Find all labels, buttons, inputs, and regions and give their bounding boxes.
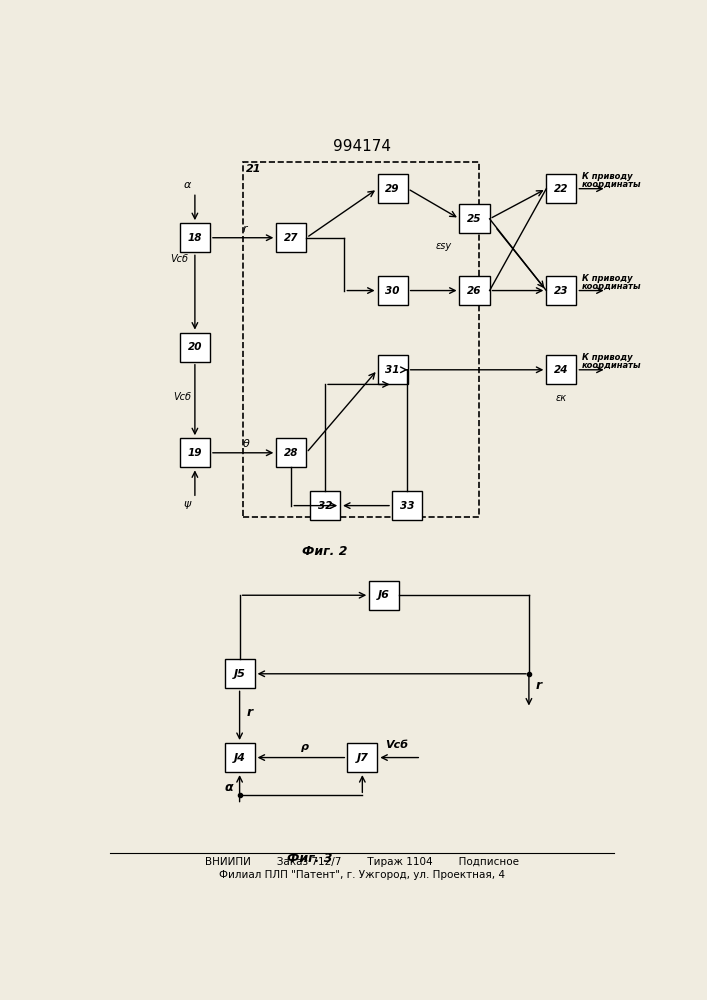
Bar bbox=[547, 355, 576, 384]
Text: 28: 28 bbox=[284, 448, 298, 458]
Text: Фиг. 2: Фиг. 2 bbox=[303, 545, 348, 558]
Text: 26: 26 bbox=[467, 286, 481, 296]
Text: 30: 30 bbox=[385, 286, 400, 296]
Bar bbox=[392, 491, 422, 520]
Text: ВНИИПИ        Заказ 712/7        Тираж 1104        Подписное: ВНИИПИ Заказ 712/7 Тираж 1104 Подписное bbox=[205, 857, 520, 867]
Text: Vсб: Vсб bbox=[385, 740, 409, 750]
Bar bbox=[276, 223, 306, 252]
Bar bbox=[180, 223, 210, 252]
Text: 21: 21 bbox=[246, 164, 262, 174]
Text: К приводу: К приводу bbox=[582, 274, 633, 283]
Text: координаты: координаты bbox=[582, 282, 641, 291]
Text: J5: J5 bbox=[234, 669, 245, 679]
Text: К приводу: К приводу bbox=[582, 172, 633, 181]
Text: r: r bbox=[535, 679, 542, 692]
Text: θ: θ bbox=[243, 439, 250, 449]
Text: координаты: координаты bbox=[582, 361, 641, 370]
Bar bbox=[369, 581, 399, 610]
Text: r: r bbox=[243, 224, 247, 234]
Text: J6: J6 bbox=[378, 590, 390, 600]
Text: 25: 25 bbox=[467, 214, 481, 224]
Text: 23: 23 bbox=[554, 286, 568, 296]
Bar bbox=[180, 438, 210, 467]
Text: 20: 20 bbox=[187, 342, 202, 352]
Text: 994174: 994174 bbox=[333, 139, 392, 154]
Text: ψ: ψ bbox=[184, 499, 192, 509]
Text: К приводу: К приводу bbox=[582, 353, 633, 362]
Text: 24: 24 bbox=[554, 365, 568, 375]
Bar bbox=[378, 276, 408, 305]
Text: 29: 29 bbox=[385, 184, 400, 194]
Bar bbox=[460, 276, 490, 305]
Text: 19: 19 bbox=[187, 448, 202, 458]
Text: 18: 18 bbox=[187, 233, 202, 243]
Bar bbox=[180, 333, 210, 362]
Bar bbox=[460, 204, 490, 233]
Text: J4: J4 bbox=[234, 753, 245, 763]
Text: α: α bbox=[224, 781, 233, 794]
Text: Фиг. 3: Фиг. 3 bbox=[287, 852, 332, 865]
Bar bbox=[225, 659, 255, 688]
Text: ρ: ρ bbox=[301, 742, 309, 752]
Bar bbox=[547, 276, 576, 305]
Bar bbox=[378, 174, 408, 203]
Text: 31: 31 bbox=[385, 365, 400, 375]
Text: Филиал ПЛП "Патент", г. Ужгород, ул. Проектная, 4: Филиал ПЛП "Патент", г. Ужгород, ул. Про… bbox=[219, 870, 506, 880]
Text: Vcб: Vcб bbox=[173, 392, 191, 402]
Text: 27: 27 bbox=[284, 233, 298, 243]
Text: J7: J7 bbox=[356, 753, 368, 763]
Bar bbox=[243, 162, 479, 517]
Bar bbox=[276, 438, 306, 467]
Bar bbox=[347, 743, 378, 772]
Bar bbox=[547, 174, 576, 203]
Text: 22: 22 bbox=[554, 184, 568, 194]
Text: 33: 33 bbox=[399, 501, 414, 511]
Bar bbox=[225, 743, 255, 772]
Text: εsу: εsу bbox=[436, 241, 452, 251]
Text: Vсб: Vсб bbox=[170, 254, 188, 264]
Text: α: α bbox=[184, 180, 192, 190]
Text: координаты: координаты bbox=[582, 180, 641, 189]
Text: r: r bbox=[247, 706, 253, 719]
Text: 32: 32 bbox=[318, 501, 332, 511]
Bar bbox=[378, 355, 408, 384]
Bar bbox=[310, 491, 340, 520]
Text: εк: εк bbox=[556, 393, 567, 403]
